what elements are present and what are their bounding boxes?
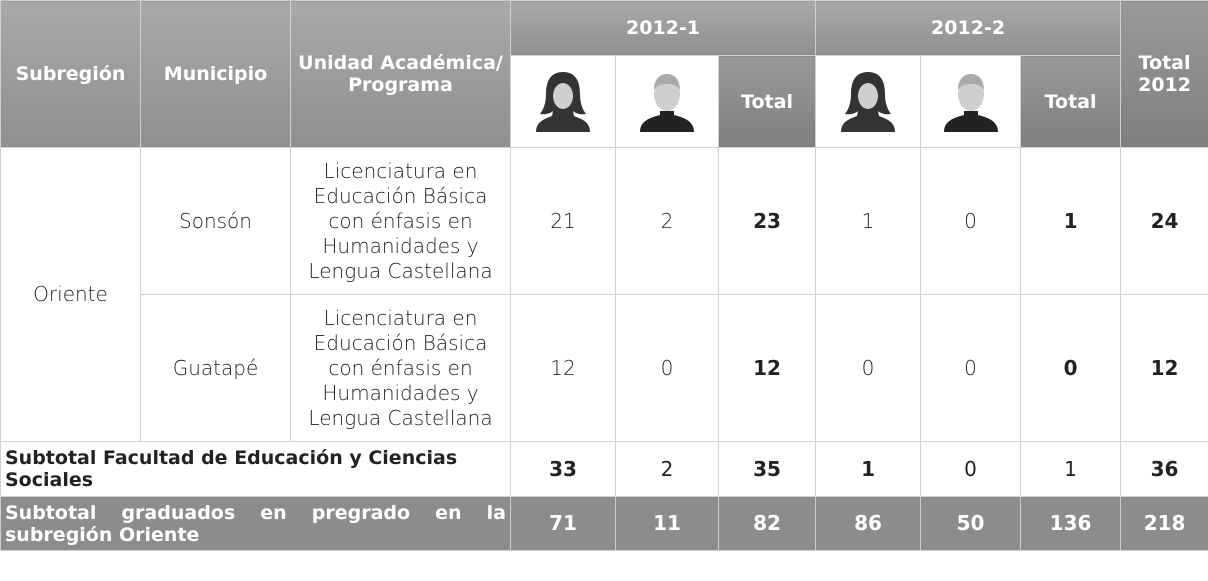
value-cell: 33 [510, 441, 616, 497]
female-icon [841, 72, 896, 132]
value-cell: 1 [1020, 147, 1122, 295]
female-icon-cell [510, 55, 616, 148]
table-row: Subtotal Facultad de Educación y Ciencia… [0, 441, 1208, 497]
value-cell: 36 [1120, 441, 1208, 497]
header-cell: Total [717, 55, 817, 148]
value-cell: 0 [920, 441, 1022, 497]
value-cell: 35 [717, 441, 817, 497]
value-cell: 71 [510, 496, 616, 551]
header-cell: Unidad Académica/ Programa [290, 0, 511, 148]
municipio-cell: Sonsón [140, 147, 291, 295]
value-cell: 218 [1120, 496, 1208, 551]
male-icon [640, 74, 694, 132]
value-cell: 2 [615, 147, 719, 295]
female-icon [536, 72, 590, 132]
programa-cell: Licenciatura en Educación Básica con énf… [290, 294, 511, 442]
value-cell: 12 [510, 294, 616, 442]
value-cell: 0 [920, 294, 1022, 442]
subregion-cell: Oriente [0, 147, 141, 442]
value-cell: 0 [920, 147, 1022, 295]
value-cell: 1 [815, 147, 922, 295]
header-cell: Total 2012 [1120, 0, 1208, 148]
header-cell: Total [1020, 55, 1122, 148]
value-cell: 12 [717, 294, 817, 442]
period-header: 2012-1 [509, 0, 817, 56]
value-cell: 1 [815, 441, 922, 497]
value-cell: 0 [1020, 294, 1122, 442]
header-cell: Subregión [0, 0, 141, 148]
value-cell: 24 [1120, 147, 1208, 295]
tot-label: Subtotal graduados en pregrado en la sub… [0, 496, 511, 551]
period-header: 2012-2 [815, 0, 1122, 56]
value-cell: 86 [815, 496, 922, 551]
value-cell: 82 [717, 496, 817, 551]
value-cell: 1 [1020, 441, 1122, 497]
value-cell: 136 [1020, 496, 1122, 551]
male-icon-cell [920, 55, 1022, 148]
graduates-table: Subregión Municipio Unidad Académica/ Pr… [0, 0, 1208, 551]
table-row: Oriente Sonsón Licenciatura en Educación B… [0, 147, 1208, 442]
value-cell: 2 [615, 441, 719, 497]
value-cell: 0 [815, 294, 922, 442]
value-cell: 50 [920, 496, 1022, 551]
table-row: Guatapé Licenciatura en Educación Básica … [1, 294, 1208, 442]
header-cell: Municipio [140, 0, 291, 148]
value-cell: 23 [717, 147, 817, 295]
header-row: Subregión Municipio Unidad Académica/ Pr… [0, 0, 1208, 148]
value-cell: 12 [1120, 294, 1208, 442]
programa-cell: Licenciatura en Educación Básica con énf… [290, 147, 511, 295]
header-row: Total Total [1, 55, 1208, 148]
municipio-cell: Guatapé [140, 294, 291, 442]
value-cell: 11 [615, 496, 719, 551]
male-icon [943, 74, 998, 132]
value-cell: 21 [510, 147, 616, 295]
sub-label: Subtotal Facultad de Educación y Ciencia… [0, 441, 511, 497]
male-icon-cell [615, 55, 719, 148]
value-cell: 0 [615, 294, 719, 442]
table-row: Subtotal graduados en pregrado en la sub… [0, 496, 1208, 551]
female-icon-cell [815, 55, 922, 148]
